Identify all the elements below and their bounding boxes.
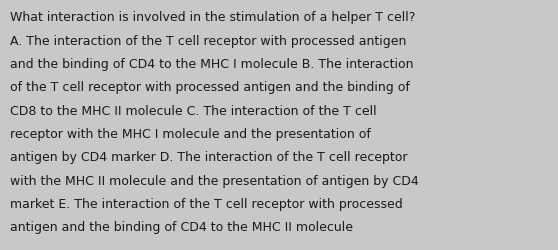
- Text: CD8 to the MHC II molecule C. The interaction of the T cell: CD8 to the MHC II molecule C. The intera…: [10, 104, 377, 117]
- Text: of the T cell receptor with processed antigen and the binding of: of the T cell receptor with processed an…: [10, 81, 410, 94]
- Text: and the binding of CD4 to the MHC I molecule B. The interaction: and the binding of CD4 to the MHC I mole…: [10, 58, 413, 71]
- Text: receptor with the MHC I molecule and the presentation of: receptor with the MHC I molecule and the…: [10, 128, 371, 140]
- Text: with the MHC II molecule and the presentation of antigen by CD4: with the MHC II molecule and the present…: [10, 174, 419, 187]
- Text: antigen by CD4 marker D. The interaction of the T cell receptor: antigen by CD4 marker D. The interaction…: [10, 151, 407, 164]
- Text: A. The interaction of the T cell receptor with processed antigen: A. The interaction of the T cell recepto…: [10, 34, 406, 48]
- Text: market E. The interaction of the T cell receptor with processed: market E. The interaction of the T cell …: [10, 197, 403, 210]
- Text: What interaction is involved in the stimulation of a helper T cell?: What interaction is involved in the stim…: [10, 11, 415, 24]
- Text: antigen and the binding of CD4 to the MHC II molecule: antigen and the binding of CD4 to the MH…: [10, 220, 353, 234]
